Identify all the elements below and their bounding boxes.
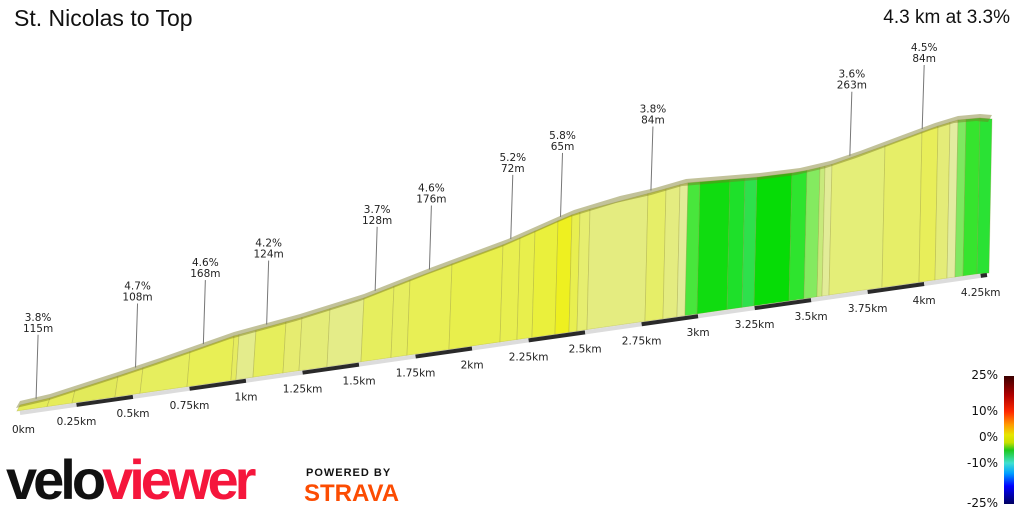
annotation-length: 128m bbox=[362, 215, 392, 227]
baseline-segment bbox=[471, 338, 529, 351]
distance-tick-label: 4km bbox=[913, 295, 936, 307]
gradient-segment bbox=[586, 193, 649, 331]
segment-annotations: 3.8%115m4.7%108m4.6%168m4.2%124m3.7%128m… bbox=[23, 42, 938, 399]
strava-logo: STRAVA bbox=[304, 480, 400, 507]
baseline-segment bbox=[302, 362, 360, 375]
baseline-segment bbox=[754, 298, 812, 311]
baseline-segment bbox=[19, 402, 77, 415]
annotation-length: 115m bbox=[23, 323, 53, 335]
legend-tick-minus25: -25% bbox=[966, 496, 998, 510]
gradient-segment bbox=[976, 117, 993, 275]
baseline-segment bbox=[76, 394, 134, 407]
distance-tick-label: 0.75km bbox=[170, 400, 210, 412]
baseline-segment bbox=[189, 378, 247, 391]
distance-tick-label: 1km bbox=[235, 392, 258, 404]
distance-tick-label: 2.25km bbox=[509, 351, 549, 363]
annotation-length: 168m bbox=[190, 268, 220, 280]
distance-tick-label: 0km bbox=[12, 424, 35, 436]
distance-baseline bbox=[19, 273, 988, 415]
baseline-segment bbox=[867, 281, 925, 295]
veloviewer-logo: veloviewer bbox=[6, 452, 256, 508]
baseline-segment bbox=[358, 354, 416, 367]
baseline-segment bbox=[528, 330, 586, 343]
profile-top-edge bbox=[16, 114, 992, 408]
distance-tick-label: 0.25km bbox=[57, 416, 97, 428]
distance-tick-label: 3.25km bbox=[735, 319, 775, 331]
gradient-segment bbox=[644, 188, 667, 322]
annotation-gradient: 3.7% bbox=[364, 204, 391, 216]
legend-tick-25: 25% bbox=[971, 368, 998, 382]
annotation-gradient: 4.6% bbox=[192, 257, 219, 269]
gradient-segment bbox=[753, 172, 793, 307]
powered-by-label: POWERED BY bbox=[306, 467, 392, 479]
legend-tick-10: 10% bbox=[971, 404, 998, 418]
annotation-length: 176m bbox=[416, 193, 446, 205]
distance-tick-label: 3.75km bbox=[848, 303, 888, 315]
annotation-gradient: 3.8% bbox=[25, 312, 52, 324]
distance-tick-label: 3.5km bbox=[795, 311, 828, 323]
distance-tick-label: 1.5km bbox=[343, 376, 376, 388]
distance-tick-label: 1.75km bbox=[396, 368, 436, 380]
annotation-length: 65m bbox=[551, 141, 575, 153]
gradient-color-bar bbox=[1004, 376, 1014, 504]
gradient-segment bbox=[696, 178, 731, 315]
gradient-segment bbox=[881, 131, 923, 289]
annotation-gradient: 4.2% bbox=[255, 238, 282, 250]
annotation-gradient: 5.8% bbox=[549, 130, 576, 142]
gradient-segment bbox=[531, 220, 559, 338]
baseline-segment bbox=[810, 290, 868, 303]
distance-tick-label: 3km bbox=[687, 327, 710, 339]
distance-tick-label: 2.75km bbox=[622, 335, 662, 347]
distance-tick-label: 4.25km bbox=[961, 287, 1001, 299]
annotation-length: 84m bbox=[912, 53, 936, 65]
baseline-segment bbox=[980, 273, 988, 278]
annotation-gradient: 3.6% bbox=[839, 69, 866, 81]
page-title: St. Nicolas to Top bbox=[14, 5, 193, 31]
baseline-segment bbox=[641, 314, 699, 327]
annotation-gradient: 4.7% bbox=[124, 280, 151, 292]
gradient-legend: 25% 10% 0% -10% -25% bbox=[962, 366, 1024, 512]
gradient-segments bbox=[16, 117, 993, 412]
climb-summary: 4.3 km at 3.3% bbox=[883, 7, 1010, 28]
distance-tick-label: 1.25km bbox=[283, 384, 323, 396]
distance-tick-label: 2.5km bbox=[569, 343, 602, 355]
logo-velo: velo bbox=[6, 448, 106, 511]
distance-tick-label: 2km bbox=[461, 359, 484, 371]
distance-tick-labels: 0km 0.25km 0.5km 0.75km 1km 1.25km 1.5km 1.75km… bbox=[12, 287, 1001, 436]
distance-tick-label: 0.5km bbox=[117, 408, 150, 420]
annotation-length: 108m bbox=[122, 291, 152, 303]
baseline-segment bbox=[697, 306, 755, 319]
logo-viewer: viewer bbox=[102, 448, 256, 511]
annotation-length: 124m bbox=[254, 249, 284, 261]
annotation-gradient: 4.6% bbox=[418, 182, 445, 194]
baseline-segment bbox=[923, 273, 981, 286]
baseline-segment bbox=[584, 322, 642, 335]
baseline-segment bbox=[132, 386, 190, 399]
annotation-gradient: 4.5% bbox=[911, 42, 938, 54]
annotation-length: 72m bbox=[501, 163, 525, 175]
baseline-segment bbox=[415, 346, 473, 359]
legend-tick-0: 0% bbox=[978, 430, 998, 444]
legend-tick-minus10: -10% bbox=[966, 456, 998, 470]
annotation-gradient: 3.8% bbox=[640, 103, 667, 115]
baseline-segment bbox=[245, 370, 303, 383]
annotation-length: 84m bbox=[641, 114, 665, 126]
annotation-length: 263m bbox=[837, 80, 867, 92]
gradient-segment bbox=[828, 145, 886, 296]
annotation-gradient: 5.2% bbox=[499, 152, 526, 164]
